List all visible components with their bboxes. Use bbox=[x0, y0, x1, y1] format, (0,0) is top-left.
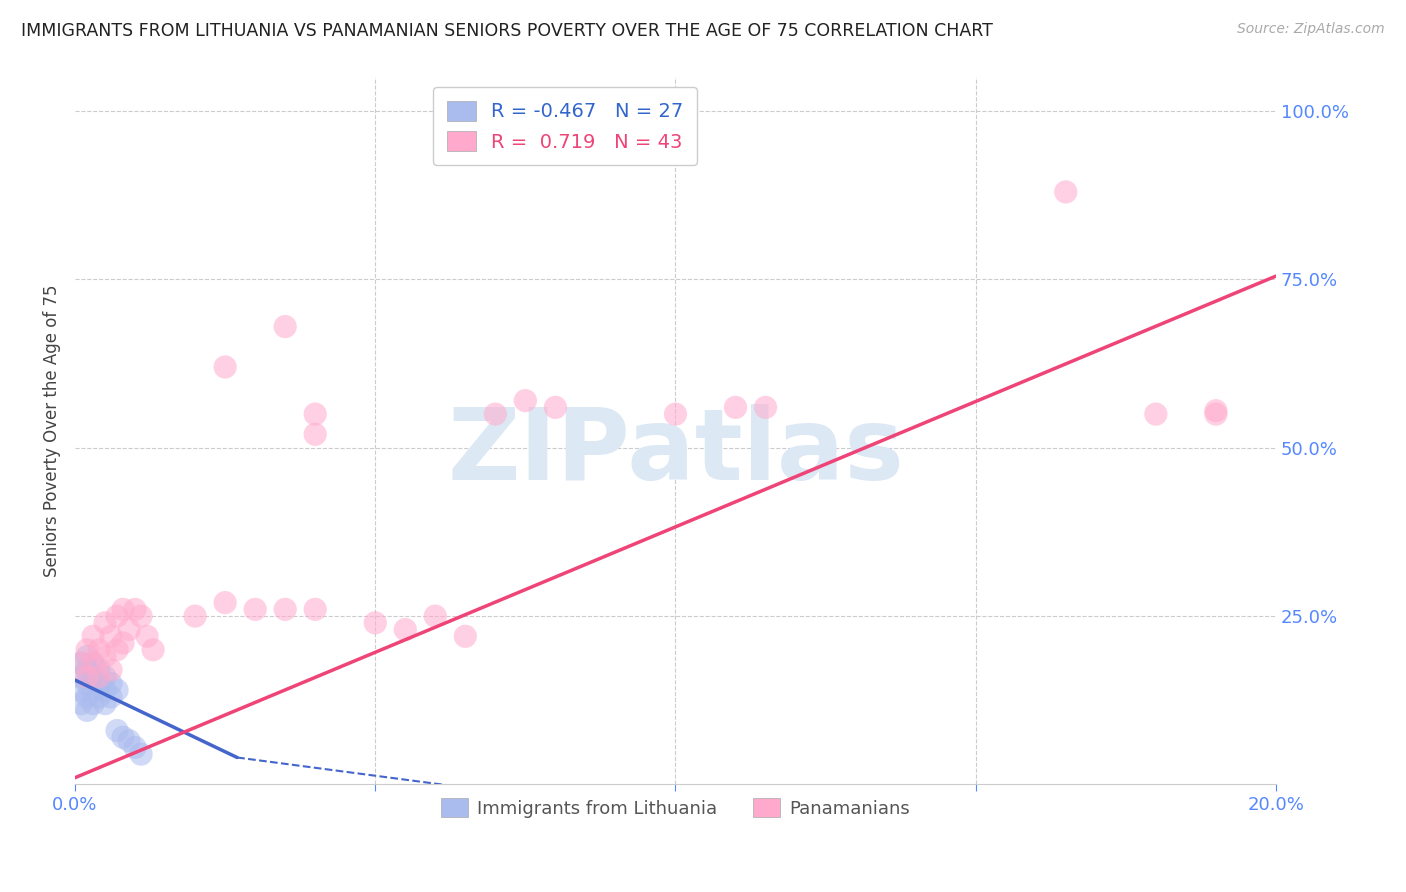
Point bbox=[112, 602, 135, 616]
Point bbox=[82, 657, 104, 671]
Point bbox=[76, 703, 98, 717]
Point bbox=[82, 670, 104, 684]
Point bbox=[304, 602, 326, 616]
Point bbox=[243, 602, 266, 616]
Point bbox=[87, 670, 110, 684]
Point bbox=[87, 676, 110, 690]
Point bbox=[484, 407, 506, 421]
Point bbox=[118, 733, 141, 747]
Point bbox=[94, 683, 117, 698]
Point bbox=[136, 629, 159, 643]
Point bbox=[364, 615, 387, 630]
Point bbox=[124, 740, 146, 755]
Point bbox=[82, 629, 104, 643]
Point bbox=[94, 615, 117, 630]
Point bbox=[94, 649, 117, 664]
Point bbox=[105, 723, 128, 738]
Point bbox=[76, 649, 98, 664]
Point bbox=[1144, 407, 1167, 421]
Point bbox=[76, 690, 98, 704]
Point bbox=[100, 663, 122, 677]
Point bbox=[394, 623, 416, 637]
Point bbox=[100, 676, 122, 690]
Point bbox=[87, 642, 110, 657]
Text: Source: ZipAtlas.com: Source: ZipAtlas.com bbox=[1237, 22, 1385, 37]
Text: IMMIGRANTS FROM LITHUANIA VS PANAMANIAN SENIORS POVERTY OVER THE AGE OF 75 CORRE: IMMIGRANTS FROM LITHUANIA VS PANAMANIAN … bbox=[21, 22, 993, 40]
Point bbox=[664, 407, 686, 421]
Point bbox=[454, 629, 477, 643]
Point bbox=[124, 602, 146, 616]
Point bbox=[214, 359, 236, 374]
Point bbox=[118, 623, 141, 637]
Point bbox=[87, 663, 110, 677]
Point bbox=[544, 401, 567, 415]
Point bbox=[754, 401, 776, 415]
Point bbox=[105, 642, 128, 657]
Point bbox=[76, 670, 98, 684]
Point bbox=[87, 690, 110, 704]
Point bbox=[100, 629, 122, 643]
Point bbox=[304, 407, 326, 421]
Point bbox=[274, 602, 297, 616]
Point bbox=[112, 636, 135, 650]
Point bbox=[105, 683, 128, 698]
Point bbox=[105, 609, 128, 624]
Point bbox=[76, 676, 98, 690]
Y-axis label: Seniors Poverty Over the Age of 75: Seniors Poverty Over the Age of 75 bbox=[44, 285, 60, 577]
Point bbox=[82, 657, 104, 671]
Point bbox=[304, 427, 326, 442]
Point bbox=[1205, 403, 1227, 417]
Point bbox=[724, 401, 747, 415]
Point bbox=[70, 683, 93, 698]
Point bbox=[1054, 185, 1077, 199]
Point bbox=[274, 319, 297, 334]
Point bbox=[1205, 407, 1227, 421]
Point bbox=[184, 609, 207, 624]
Point bbox=[94, 670, 117, 684]
Point bbox=[142, 642, 165, 657]
Point bbox=[82, 697, 104, 711]
Point bbox=[70, 697, 93, 711]
Point bbox=[70, 657, 93, 671]
Point bbox=[129, 747, 152, 761]
Point bbox=[214, 596, 236, 610]
Point bbox=[515, 393, 537, 408]
Point bbox=[82, 683, 104, 698]
Legend: Immigrants from Lithuania, Panamanians: Immigrants from Lithuania, Panamanians bbox=[433, 791, 917, 825]
Point bbox=[100, 690, 122, 704]
Point bbox=[70, 657, 93, 671]
Point bbox=[94, 697, 117, 711]
Point bbox=[112, 731, 135, 745]
Point bbox=[425, 609, 447, 624]
Point bbox=[129, 609, 152, 624]
Point bbox=[70, 670, 93, 684]
Point bbox=[76, 642, 98, 657]
Text: ZIPatlas: ZIPatlas bbox=[447, 404, 904, 500]
Point bbox=[76, 663, 98, 677]
